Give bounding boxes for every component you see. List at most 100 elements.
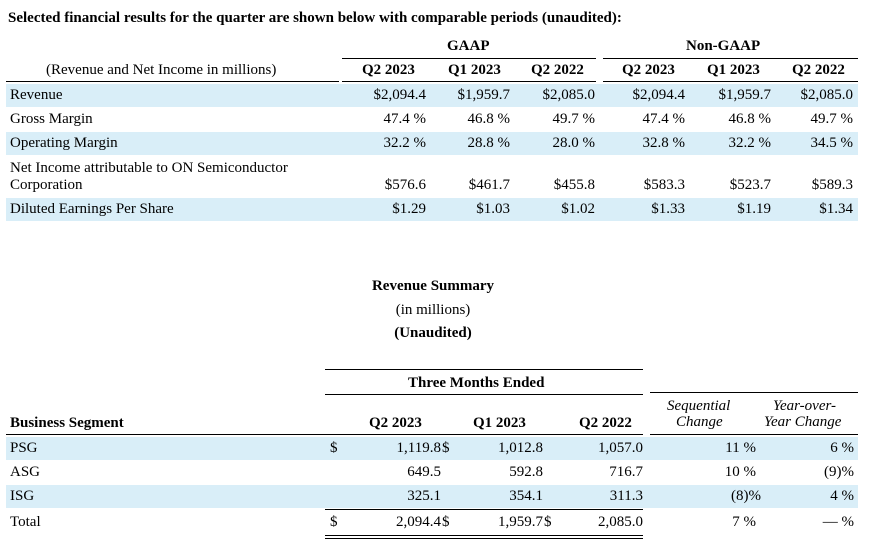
three-months-header: Three Months Ended <box>408 375 545 391</box>
col-gaap-q2-2023: Q2 2023 <box>362 62 415 78</box>
seq-change: 7 % <box>732 514 756 530</box>
yoy-header-cont: Year Change <box>764 414 842 430</box>
seq-change: 11 % <box>725 440 756 456</box>
total-double-rule-1 <box>325 535 643 536</box>
segment-label-total: Total <box>10 514 41 530</box>
header-rule-left <box>6 434 643 435</box>
table-row: Diluted Earnings Per Share $1.29 $1.03 $… <box>6 198 858 221</box>
cell-value: $1.19 <box>737 201 771 217</box>
cell-value: $1,959.7 <box>718 87 772 103</box>
cell-value: $461.7 <box>468 177 510 193</box>
cell-value: 1,959.7 <box>498 514 543 530</box>
cell-value: $1,959.7 <box>457 87 511 103</box>
header-rule-units <box>6 81 339 82</box>
col-q2-2022: Q2 2022 <box>579 415 632 431</box>
yoy-header: Year-over- <box>773 398 837 414</box>
cell-value: $2,094.4 <box>373 87 427 103</box>
table-row: Operating Margin 32.2 % 28.8 % 28.0 % 32… <box>6 132 858 155</box>
gaap-group-header: GAAP <box>447 38 490 54</box>
cell-value: 46.8 % <box>728 111 772 127</box>
cell-value: $1.02 <box>561 201 595 217</box>
seq-header-cont: Change <box>676 414 723 430</box>
col-nongaap-q2-2022: Q2 2022 <box>792 62 845 78</box>
cell-value: 32.2 % <box>383 135 427 151</box>
table-row: Gross Margin 47.4 % 46.8 % 49.7 % 47.4 %… <box>6 108 858 131</box>
cell-value: 716.7 <box>609 464 643 480</box>
cell-value: 1,119.8 <box>396 440 441 456</box>
cell-value: $576.6 <box>384 177 426 193</box>
cell-value: $1.03 <box>476 201 510 217</box>
segment-label-isg: ISG <box>10 488 35 504</box>
cell-value: $2,094.4 <box>632 87 686 103</box>
summary-unaudited: (Unaudited) <box>394 325 472 341</box>
seq-header: Sequential <box>667 398 731 414</box>
segment-label-asg: ASG <box>10 464 41 480</box>
table-row: ASG 649.5 592.8 716.7 10 % (9)% <box>6 461 858 484</box>
row-label-net-income-cont: Corporation <box>10 177 83 193</box>
col-nongaap-q2-2023: Q2 2023 <box>622 62 675 78</box>
cell-value: $1.34 <box>819 201 853 217</box>
group-bottom-rule <box>325 394 643 395</box>
currency-symbol: $ <box>330 514 338 530</box>
currency-symbol: $ <box>544 514 552 530</box>
row-label-diluted-eps: Diluted Earnings Per Share <box>10 201 174 217</box>
summary-title: Revenue Summary <box>371 278 495 294</box>
cell-value: 2,085.0 <box>598 514 643 530</box>
cell-value: $583.3 <box>643 177 685 193</box>
header-rule-right <box>650 434 858 435</box>
cell-value: $1.29 <box>392 201 426 217</box>
cell-value: 28.0 % <box>552 135 596 151</box>
intro-text: Selected financial results for the quart… <box>8 10 622 26</box>
cell-value: 325.1 <box>407 488 441 504</box>
currency-symbol: $ <box>330 440 338 456</box>
cell-value: 32.8 % <box>642 135 686 151</box>
currency-symbol: $ <box>442 514 450 530</box>
cell-value: 592.8 <box>509 464 543 480</box>
seq-change: 10 % <box>724 464 756 480</box>
segment-header: Business Segment <box>10 415 124 431</box>
cell-value: $2,085.0 <box>800 87 854 103</box>
row-label-operating-margin: Operating Margin <box>10 135 118 151</box>
units-note: (Revenue and Net Income in millions) <box>46 62 277 78</box>
total-double-rule-2 <box>325 538 643 539</box>
cell-value: $523.7 <box>729 177 771 193</box>
cell-value: 354.1 <box>509 488 543 504</box>
header-rule-nongaap <box>603 81 858 82</box>
table-row: Net Income attributable to ON Semiconduc… <box>6 157 858 197</box>
table-row: ISG 325.1 354.1 311.3 (8)% 4 % <box>6 485 858 508</box>
segment-label-psg: PSG <box>10 440 38 456</box>
yoy-change: 4 % <box>830 488 854 504</box>
yoy-change: (9)% <box>824 464 854 480</box>
col-gaap-q2-2022: Q2 2022 <box>531 62 584 78</box>
col-q1-2023: Q1 2023 <box>473 415 526 431</box>
cell-value: 47.4 % <box>642 111 686 127</box>
cell-value: 1,057.0 <box>598 440 643 456</box>
gaap-group-rule <box>342 58 596 59</box>
summary-subtitle: (in millions) <box>395 302 471 318</box>
group-top-rule <box>325 369 643 370</box>
yoy-change: 6 % <box>830 440 854 456</box>
col-gaap-q1-2023: Q1 2023 <box>448 62 501 78</box>
cell-value: 49.7 % <box>552 111 596 127</box>
total-top-rule <box>325 509 643 510</box>
col-nongaap-q1-2023: Q1 2023 <box>707 62 760 78</box>
table-row: Revenue $2,094.4 $1,959.7 $2,085.0 $2,09… <box>6 84 858 107</box>
cell-value: 2,094.4 <box>396 514 441 530</box>
cell-value: 49.7 % <box>810 111 854 127</box>
yoy-change: — % <box>822 514 854 530</box>
cell-value: 46.8 % <box>467 111 511 127</box>
cell-value: 311.3 <box>609 488 643 504</box>
col-q2-2023: Q2 2023 <box>369 415 422 431</box>
cell-value: 47.4 % <box>383 111 427 127</box>
header-rule-gaap <box>342 81 596 82</box>
row-label-gross-margin: Gross Margin <box>10 111 93 127</box>
table-row: PSG $ 1,119.8 $ 1,012.8 1,057.0 11 % 6 % <box>6 437 858 460</box>
currency-symbol: $ <box>442 440 450 456</box>
cell-value: $455.8 <box>553 177 595 193</box>
cell-value: 1,012.8 <box>498 440 543 456</box>
seq-change: (8)% <box>731 488 761 504</box>
cell-value: $2,085.0 <box>542 87 596 103</box>
cell-value: 32.2 % <box>728 135 772 151</box>
seq-top-rule <box>650 392 858 393</box>
row-label-net-income: Net Income attributable to ON Semiconduc… <box>10 160 288 176</box>
